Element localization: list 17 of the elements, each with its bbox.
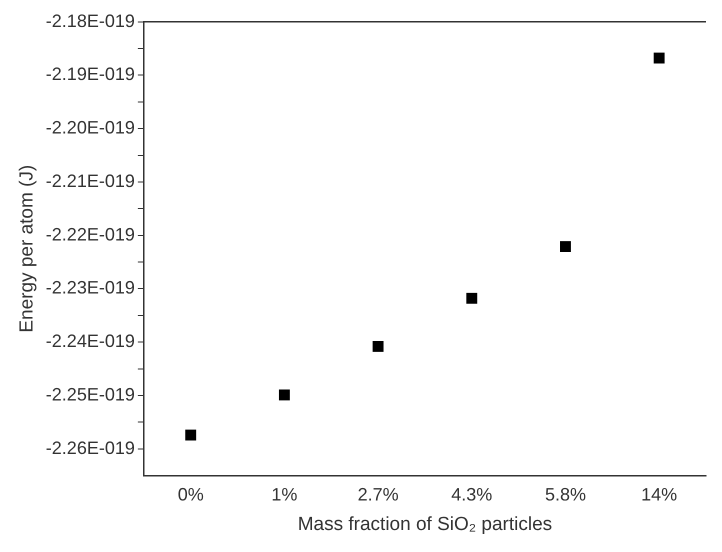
x-tick-label: 4.3% xyxy=(451,484,492,504)
x-axis-title: Mass fraction of SiO₂ particles xyxy=(298,514,552,535)
y-tick-label: -2.19E-019 xyxy=(46,64,135,84)
y-tick-label: -2.18E-019 xyxy=(46,10,135,31)
y-tick-label: -2.20E-019 xyxy=(46,118,135,138)
x-tick-label: 2.7% xyxy=(358,484,399,504)
y-tick-label: -2.21E-019 xyxy=(46,170,135,191)
y-tick-label: -2.26E-019 xyxy=(46,438,135,458)
y-tick-label: -2.22E-019 xyxy=(46,224,135,244)
x-tick-label: 5.8% xyxy=(544,484,586,504)
y-tick-label: -2.24E-019 xyxy=(46,331,135,352)
x-tick-label: 1% xyxy=(271,484,298,504)
x-tick-label: 14% xyxy=(641,484,678,504)
y-tick-label: -2.25E-019 xyxy=(46,384,135,404)
x-tick-label: 0% xyxy=(178,484,204,504)
y-axis-title: Energy per atom (J) xyxy=(16,164,38,333)
y-tick-label: -2.23E-019 xyxy=(46,278,135,298)
